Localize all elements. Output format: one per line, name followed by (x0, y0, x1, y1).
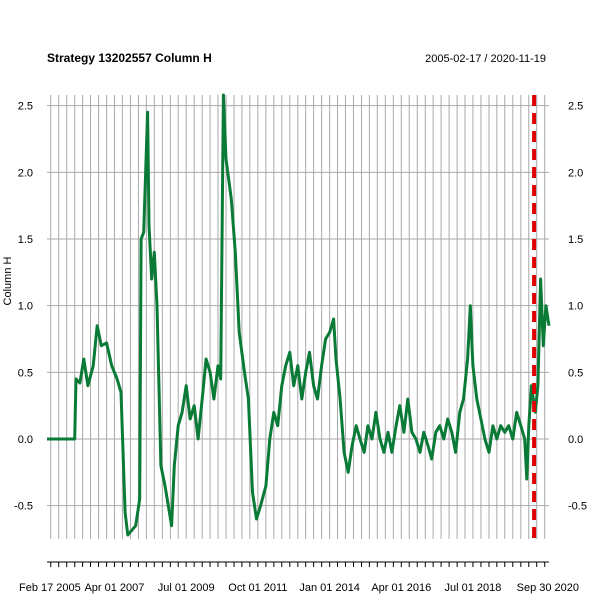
y-tick-label-left: 2.0 (18, 167, 33, 179)
x-axis: Feb 17 2005 Apr 01 2007 Jul 01 2009 Oct 01 … (19, 561, 579, 594)
series-group (47, 93, 551, 537)
x-tick-label: Jul 01 2018 (444, 582, 501, 594)
x-tick-label: Jul 01 2009 (158, 582, 215, 594)
y-tick-label-right: 2.0 (568, 167, 583, 179)
y-tick-label-left: 1.0 (18, 301, 33, 313)
x-tick-label: Jan 01 2014 (299, 582, 360, 594)
y-tick-label-right: 1.0 (568, 301, 583, 313)
chart-title: Strategy 13202557 Column H (47, 51, 212, 65)
y-tick-label-left: 2.5 (18, 101, 33, 113)
y-tick-label-right: 2.5 (568, 101, 583, 113)
x-tick-label: Sep 30 2020 (517, 582, 579, 594)
x-tick-label: Oct 01 2011 (228, 582, 287, 594)
x-tick-label: Feb 17 2005 (19, 582, 81, 594)
y-tick-label-right: 0.5 (568, 367, 583, 379)
y-tick-label-left: 1.5 (18, 234, 33, 246)
y-tick-label-left: 0.5 (18, 367, 33, 379)
x-tick-label: Apr 01 2007 (84, 582, 144, 594)
y-tick-label-right: -0.5 (568, 501, 587, 513)
y-tick-label-left: -0.5 (14, 501, 33, 513)
y-axis-right: -0.5 0.0 0.5 1.0 1.5 2.0 2.5 (568, 101, 587, 513)
y-axis-left: -0.5 0.0 0.5 1.0 1.5 2.0 2.5 (14, 101, 33, 513)
y-tick-label-right: 0.0 (568, 434, 583, 446)
y-tick-label-left: 0.0 (18, 434, 33, 446)
series-line (47, 93, 551, 537)
date-range: 2005-02-17 / 2020-11-19 (425, 53, 546, 65)
x-tick-label: Apr 01 2016 (371, 582, 431, 594)
y-tick-label-right: 1.5 (568, 234, 583, 246)
y-axis-label: Column H (2, 256, 14, 305)
